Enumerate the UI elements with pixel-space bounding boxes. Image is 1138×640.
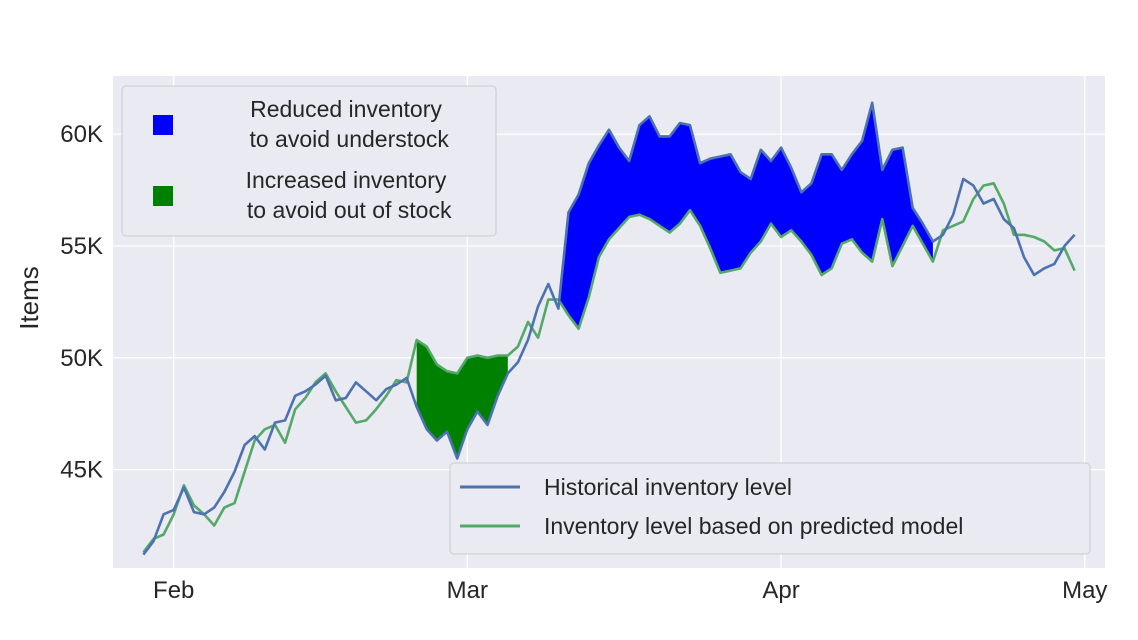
y-tick-labels: 45K 50K 55K 60K (60, 121, 103, 483)
x-tick-label: May (1062, 577, 1107, 604)
fill-region-increased (416, 339, 508, 459)
legend-fill: Reduced inventory to avoid understock In… (121, 85, 497, 237)
y-tick-label: 45K (60, 457, 103, 484)
legend-fill-swatch-reduced (153, 115, 173, 135)
legend-lines: Historical inventory level Inventory lev… (449, 462, 1091, 555)
y-tick-label: 50K (60, 345, 103, 372)
series-line-historical (142, 101, 1076, 556)
fill-region-reduced (558, 102, 933, 329)
legend-fill-label-increased: Increased inventory to avoid out of stoc… (241, 167, 452, 223)
x-tick-label: Mar (447, 577, 488, 604)
series-line-predicted (142, 182, 1076, 554)
fill-regions (416, 102, 933, 459)
x-tick-label: Apr (762, 577, 799, 604)
x-tick-label: Feb (153, 577, 194, 604)
y-axis-label: Items (14, 266, 44, 330)
y-tick-label: 60K (60, 121, 103, 148)
series-lines (142, 101, 1076, 556)
legend-fill-label-reduced: Reduced inventory to avoid understock (243, 96, 449, 152)
legend-fill-swatch-increased (153, 186, 173, 206)
legend-line-label-predicted: Inventory level based on predicted model (544, 513, 963, 539)
x-tick-labels: Feb Mar Apr May (153, 577, 1107, 604)
y-tick-label: 55K (60, 233, 103, 260)
legend-line-label-historical: Historical inventory level (544, 474, 792, 500)
